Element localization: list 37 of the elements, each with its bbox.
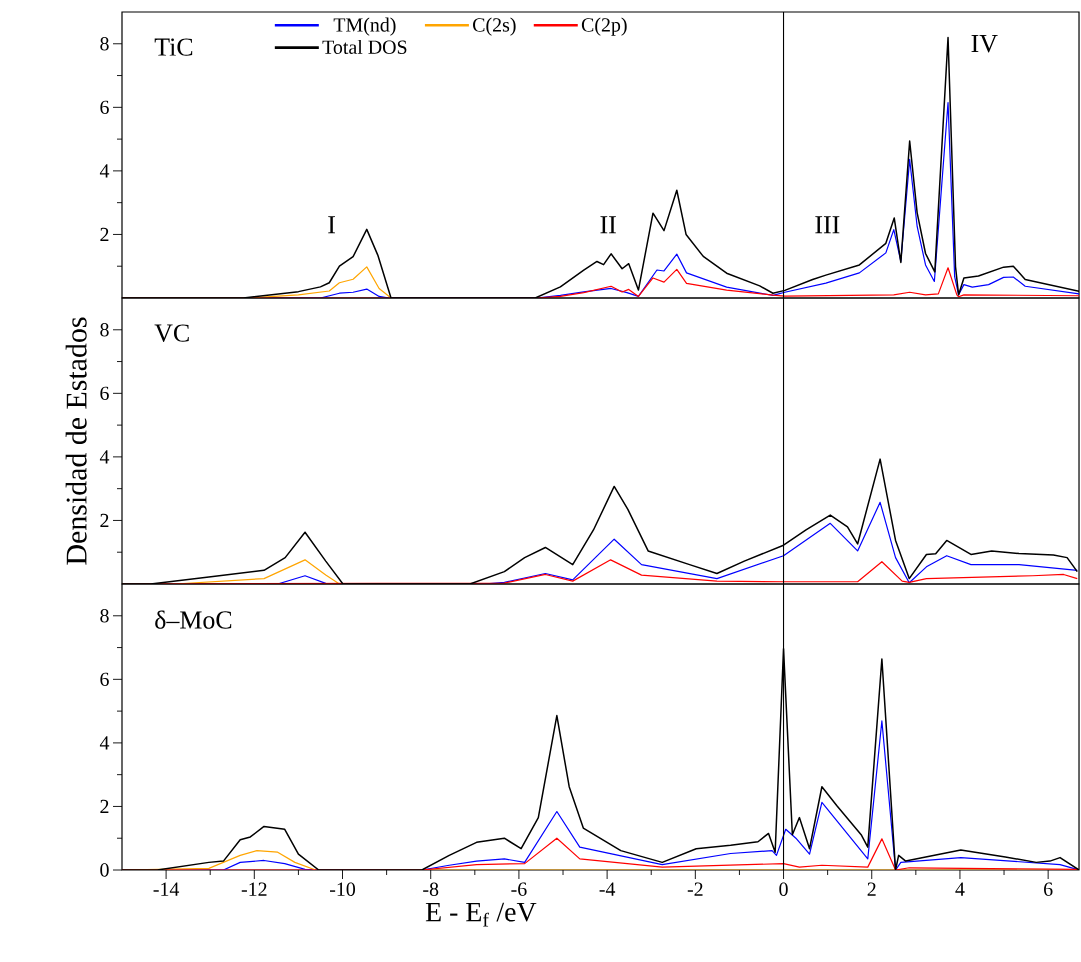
y-tick-label: 6 (100, 100, 109, 115)
y-tick-label: 6 (100, 672, 109, 687)
y-tick-label: 2 (100, 513, 109, 528)
x-tick-label: -14 (153, 882, 180, 896)
annotation: II (600, 216, 616, 234)
x-tick-label: -4 (599, 882, 616, 896)
y-tick-label: 8 (100, 609, 109, 623)
x-tick-label: -10 (329, 882, 356, 896)
y-tick-label: 4 (99, 450, 110, 464)
x-axis-title: E - E$_{f}$ /eV (425, 902, 537, 927)
x-tick-label: 2 (867, 882, 876, 896)
text: VC (154, 324, 189, 342)
x-tick-label: 0 (779, 882, 788, 896)
y-tick-label: 8 (100, 37, 109, 51)
x-tick-label: 6 (1044, 882, 1053, 896)
legend-label: Total DOS (322, 39, 407, 54)
y-tick-label: 4 (99, 736, 110, 750)
x-tick-label: -2 (687, 882, 703, 896)
legend-label: TM(nd) (333, 17, 396, 36)
y-tick-label: 0 (100, 863, 109, 877)
y-axis-title: Densidad de Estados (65, 317, 87, 565)
y-tick-label: 8 (100, 323, 109, 337)
y-tick-label: 6 (100, 386, 109, 401)
annotation: I (328, 216, 335, 234)
annotation: III (815, 216, 840, 234)
x-tick-label: 4 (955, 882, 965, 896)
text: TiC (154, 38, 193, 56)
y-tick-label: 2 (100, 799, 109, 814)
legend-label: C(2p) (581, 17, 627, 36)
x-tick-label: -12 (241, 882, 267, 896)
text: δ–MoC (155, 610, 232, 629)
x-tick-label: -8 (423, 882, 439, 896)
y-tick-label: 2 (100, 227, 109, 242)
annotation: IV (971, 35, 998, 53)
x-tick-label: -6 (511, 882, 527, 896)
y-tick-label: 4 (99, 164, 110, 178)
legend-label: C(2s) (473, 17, 516, 36)
